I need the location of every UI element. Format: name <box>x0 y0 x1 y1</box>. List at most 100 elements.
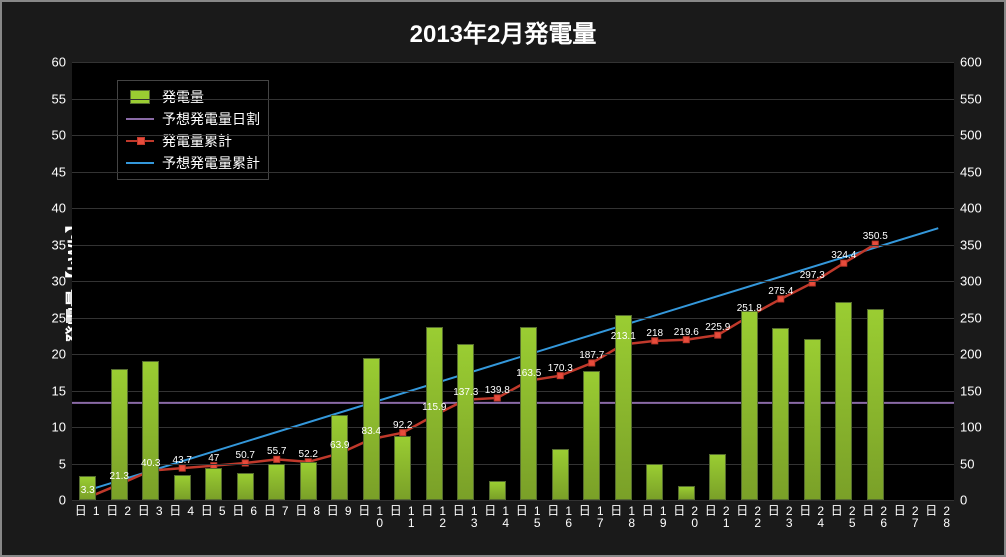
cumulative-label: 55.7 <box>267 446 286 457</box>
y-tick-left: 10 <box>52 420 66 435</box>
chart-title: 2013年2月発電量 <box>2 14 1004 49</box>
bar <box>489 481 506 500</box>
x-tick: 21日 <box>702 504 733 528</box>
x-tick: 13日 <box>450 504 481 528</box>
x-tick: 6日 <box>230 504 261 516</box>
x-tick: 27日 <box>891 504 922 528</box>
cumulative-label: 47 <box>208 452 219 463</box>
grid-line <box>72 245 954 246</box>
cumulative-label: 251.8 <box>737 303 762 314</box>
legend-row: 発電量 <box>126 87 260 107</box>
x-tick: 2日 <box>104 504 135 516</box>
y-tick-left: 40 <box>52 201 66 216</box>
x-tick: 12日 <box>419 504 450 528</box>
x-tick: 7日 <box>261 504 292 516</box>
bar <box>583 371 600 500</box>
cumulative-label: 225.9 <box>705 322 730 333</box>
legend-row: 発電量累計 <box>126 131 260 151</box>
legend-row: 予想発電量累計 <box>126 153 260 173</box>
grid-line <box>72 208 954 209</box>
cumulative-label: 21.3 <box>110 471 129 482</box>
cumulative-marker <box>274 456 280 462</box>
bar <box>520 327 537 500</box>
y-tick-right: 100 <box>960 420 982 435</box>
y-tick-right: 400 <box>960 201 982 216</box>
cumulative-marker <box>494 395 500 401</box>
legend: 発電量予想発電量日割発電量累計予想発電量累計 <box>117 80 269 180</box>
y-tick-left: 25 <box>52 310 66 325</box>
grid-line <box>72 464 954 465</box>
bar <box>741 311 758 500</box>
x-tick: 10日 <box>356 504 387 528</box>
x-tick: 4日 <box>167 504 198 516</box>
bar <box>142 361 159 500</box>
x-tick: 5日 <box>198 504 229 516</box>
cumulative-label: 115.9 <box>422 402 446 413</box>
grid-line <box>72 318 954 319</box>
y-tick-left: 30 <box>52 274 66 289</box>
legend-label: 予想発電量累計 <box>162 153 260 173</box>
cumulative-label: 52.2 <box>299 449 318 460</box>
cumulative-marker <box>778 296 784 302</box>
cumulative-marker <box>179 465 185 471</box>
legend-label: 発電量 <box>162 87 204 107</box>
legend-swatch <box>126 113 154 125</box>
grid-line <box>72 135 954 136</box>
cumulative-marker <box>683 337 689 343</box>
bar <box>678 486 695 500</box>
cumulative-label: 139.8 <box>485 385 510 396</box>
cumulative-marker <box>557 373 563 379</box>
chart-container: 2013年2月発電量 発電量【kWh】 発電量予想発電量日割発電量累計予想発電量… <box>0 0 1006 557</box>
bar <box>237 473 254 500</box>
cumulative-label: 187.7 <box>579 350 604 361</box>
x-tick: 15日 <box>513 504 544 528</box>
y-tick-right: 250 <box>960 310 982 325</box>
cumulative-label: 40.3 <box>141 457 160 468</box>
x-tick: 22日 <box>734 504 765 528</box>
bar <box>615 315 632 500</box>
grid-line <box>72 172 954 173</box>
legend-swatch <box>126 135 154 147</box>
y-tick-right: 200 <box>960 347 982 362</box>
grid-line <box>72 354 954 355</box>
y-tick-left: 0 <box>59 493 66 508</box>
x-tick: 28日 <box>923 504 954 528</box>
grid-line <box>72 391 954 392</box>
y-tick-left: 45 <box>52 164 66 179</box>
cumulative-label: 170.3 <box>548 362 573 373</box>
bar <box>457 344 474 500</box>
cumulative-label: 63.9 <box>330 440 349 451</box>
y-tick-left: 55 <box>52 91 66 106</box>
x-tick: 17日 <box>576 504 607 528</box>
y-tick-right: 0 <box>960 493 967 508</box>
x-tick: 14日 <box>482 504 513 528</box>
x-tick: 19日 <box>639 504 670 528</box>
bar <box>205 468 222 500</box>
x-tick: 24日 <box>797 504 828 528</box>
grid-line <box>72 99 954 100</box>
grid-line <box>72 500 954 501</box>
grid-line <box>72 281 954 282</box>
bar <box>804 339 821 500</box>
bar <box>268 464 285 501</box>
legend-label: 予想発電量日割 <box>162 109 260 129</box>
y-tick-right: 350 <box>960 237 982 252</box>
cumulative-label: 350.5 <box>863 231 888 242</box>
y-tick-right: 50 <box>960 456 974 471</box>
cumulative-label: 3.3 <box>81 484 95 495</box>
x-tick: 16日 <box>545 504 576 528</box>
y-tick-right: 300 <box>960 274 982 289</box>
bar <box>646 464 663 500</box>
cumulative-marker <box>715 332 721 338</box>
x-tick: 8日 <box>293 504 324 516</box>
x-tick: 3日 <box>135 504 166 516</box>
grid-line <box>72 62 954 63</box>
y-tick-left: 35 <box>52 237 66 252</box>
bar <box>867 309 884 500</box>
cumulative-label: 43.7 <box>173 455 192 466</box>
cumulative-label: 213.1 <box>611 331 636 342</box>
cumulative-label: 83.4 <box>362 426 381 437</box>
x-tick: 11日 <box>387 504 418 528</box>
bar <box>394 436 411 500</box>
bar <box>709 454 726 500</box>
